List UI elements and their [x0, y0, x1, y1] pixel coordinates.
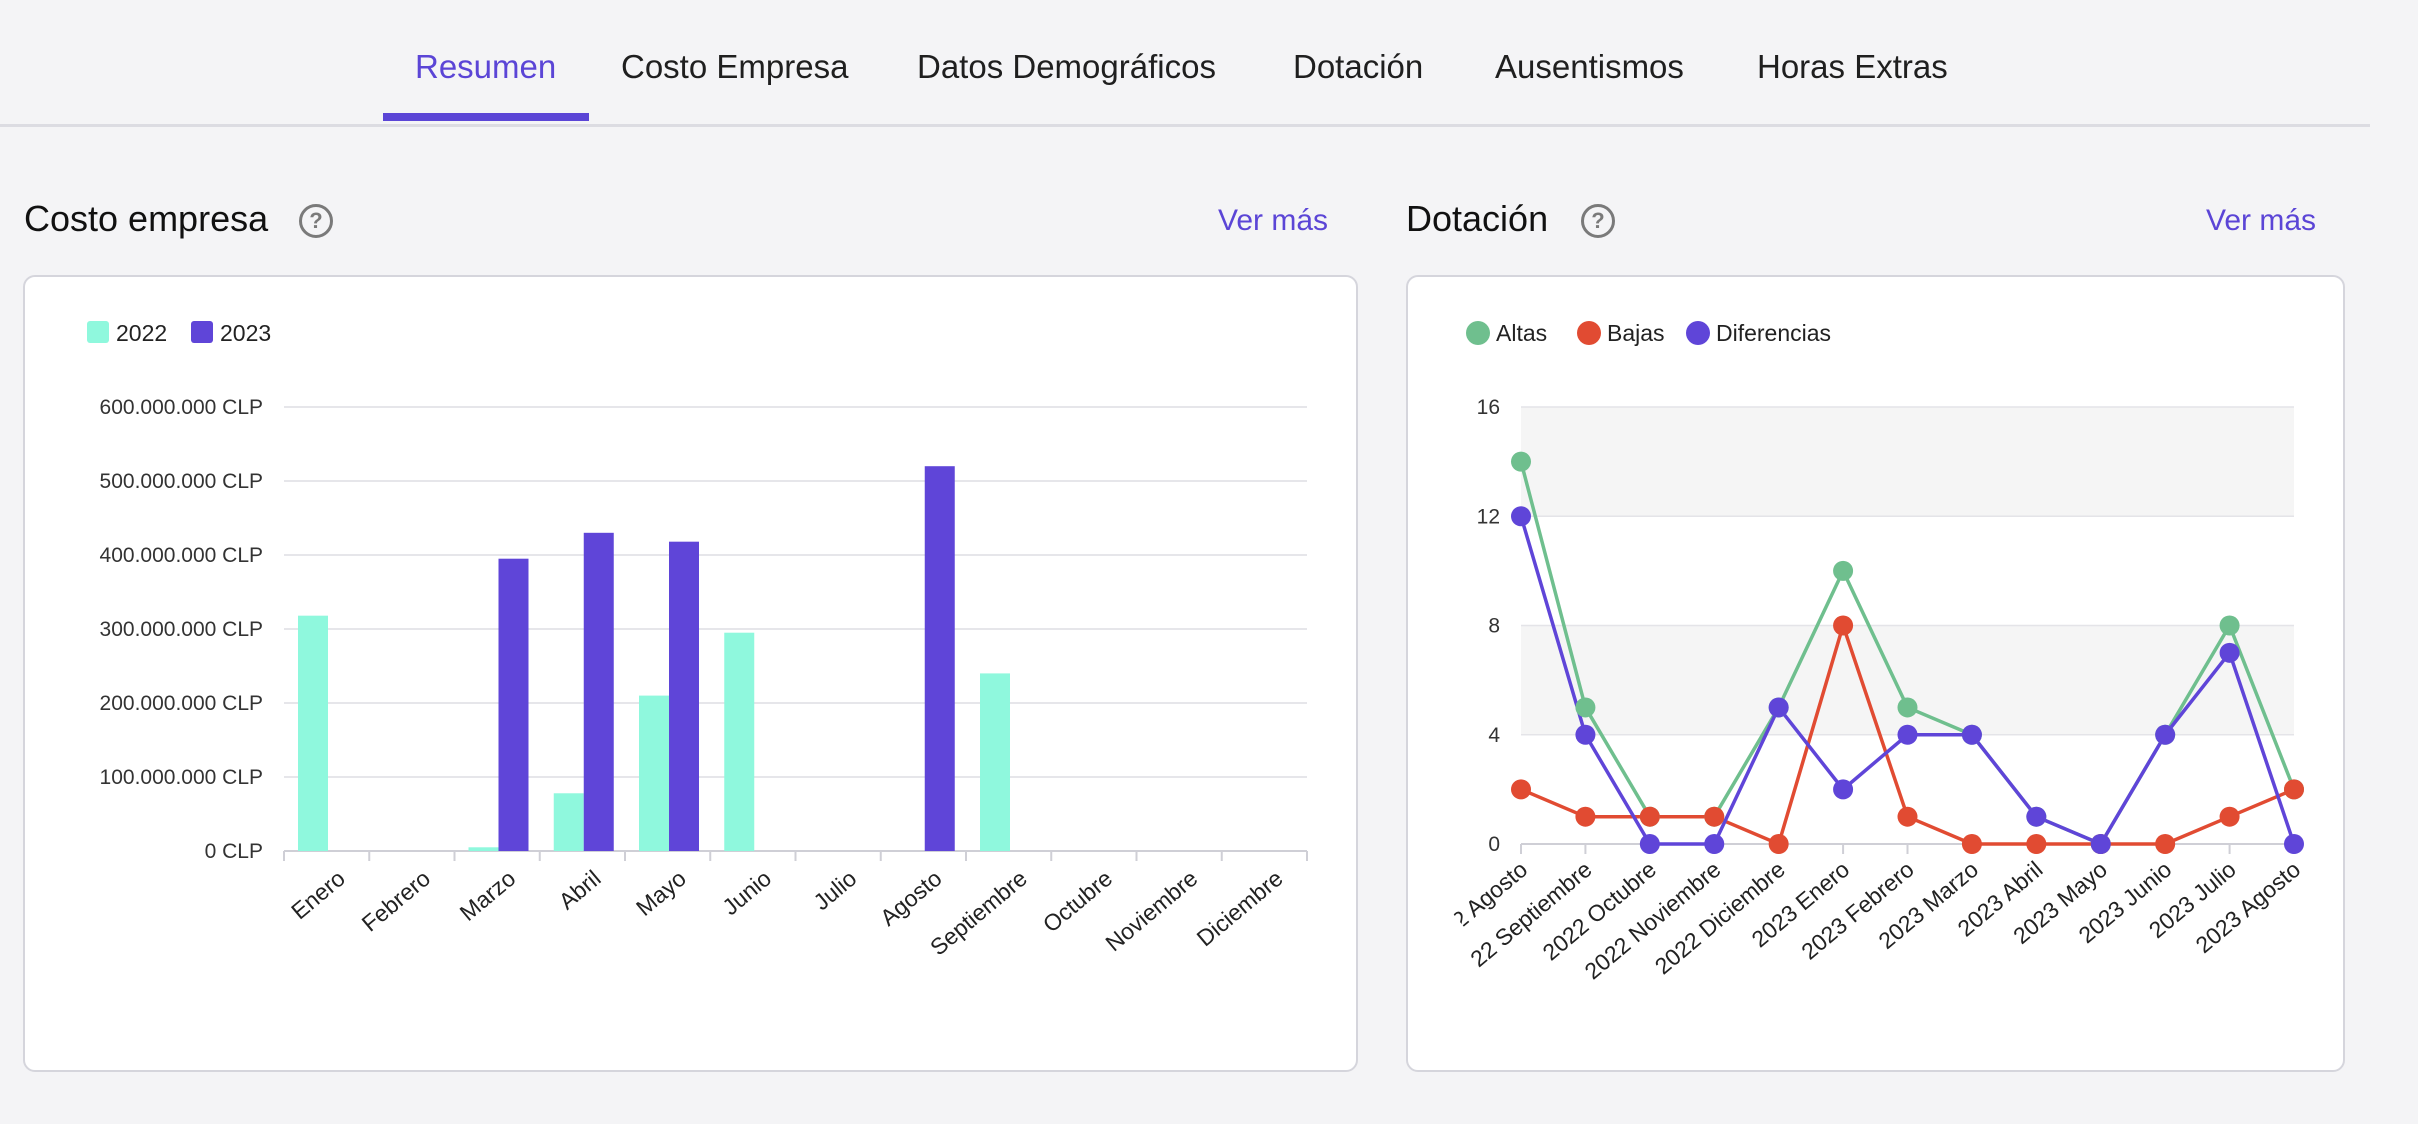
x-tick-label: Octubre — [1038, 865, 1117, 938]
y-tick-label: 4 — [1488, 724, 1500, 747]
dotacion-ver-mas-link[interactable]: Ver más — [2206, 204, 2317, 237]
y-tick-label: 12 — [1477, 505, 1500, 528]
bar-2023-Abril — [583, 532, 614, 851]
point-Altas-2022 Agosto — [1511, 451, 1531, 472]
legend-label-2023: 2023 — [220, 320, 271, 346]
x-tick-label: Noviembre — [1100, 865, 1202, 956]
tab-horas-extras[interactable]: Horas Extras — [1757, 48, 1948, 85]
point-Altas-2023 Julio — [2219, 615, 2240, 636]
point-Altas-2023 Febrero — [1897, 697, 1918, 718]
legend-swatch-2022 — [87, 321, 109, 343]
legend-dot-Diferencias — [1686, 321, 1710, 345]
point-Diferencias-2022 Diciembre — [1768, 697, 1789, 718]
legend-label-Altas: Altas — [1496, 320, 1547, 346]
question-circle-icon[interactable]: ? — [299, 204, 333, 238]
tab-bar: Resumen Costo Empresa Datos Demográficos… — [0, 0, 2370, 127]
point-Bajas-2022 Noviembre — [1704, 806, 1725, 827]
costo-empresa-card: 2022 2023 0 CLP 100.000.000 CLP 200.000.000 … — [23, 275, 1358, 1072]
y-tick-label: 16 — [1477, 396, 1500, 419]
point-Bajas-2022 Octubre — [1639, 806, 1660, 827]
point-Bajas-2022 Septiembre — [1575, 806, 1596, 827]
point-Diferencias-2023 Abril — [2026, 806, 2047, 827]
y-tick-label: 0 — [1488, 833, 1500, 856]
y-tick-label: 600.000.000 CLP — [100, 396, 263, 419]
bar-2022-Abril — [553, 793, 584, 851]
point-Diferencias-2023 Marzo — [1961, 724, 1982, 745]
point-Diferencias-2022 Octubre — [1639, 834, 1660, 854]
legend-dot-Bajas — [1577, 321, 1601, 345]
bar-2022-Marzo — [468, 847, 499, 851]
bar-2023-Mayo — [669, 541, 699, 851]
tab-datos-demograficos[interactable]: Datos Demográficos — [917, 48, 1216, 85]
point-Bajas-2023 Agosto — [2284, 779, 2304, 800]
point-Bajas-2023 Enero — [1833, 615, 1854, 636]
y-tick-label: 400.000.000 CLP — [100, 544, 263, 567]
tab-ausentismos[interactable]: Ausentismos — [1495, 48, 1684, 85]
point-Diferencias-2023 Junio — [2155, 724, 2176, 745]
point-Diferencias-2023 Enero — [1833, 779, 1854, 800]
x-tick-label: Diciembre — [1192, 865, 1288, 951]
bar-2023-Marzo — [498, 558, 529, 851]
point-Bajas-2022 Agosto — [1511, 779, 1531, 800]
point-Bajas-2023 Junio — [2155, 834, 2176, 854]
question-circle-icon[interactable]: ? — [1581, 204, 1615, 238]
bar-2022-Mayo — [639, 695, 669, 851]
bar-2022-Junio — [724, 632, 755, 851]
costo-empresa-ver-mas-link[interactable]: Ver más — [1218, 204, 1329, 237]
tab-dotacion[interactable]: Dotación — [1293, 48, 1424, 85]
point-Diferencias-2023 Julio — [2219, 642, 2240, 663]
point-Altas-2022 Septiembre — [1575, 697, 1596, 718]
x-tick-label: Agosto — [875, 865, 947, 931]
y-tick-label: 8 — [1488, 615, 1500, 638]
dotacion-title: Dotación — [1406, 198, 1549, 239]
legend-swatch-2023 — [191, 321, 213, 343]
bar-2023-Agosto — [924, 466, 955, 851]
y-tick-label: 200.000.000 CLP — [100, 692, 263, 715]
legend-label-Diferencias: Diferencias — [1716, 320, 1831, 346]
point-Diferencias-2023 Mayo — [2090, 834, 2111, 854]
active-tab-indicator — [383, 113, 589, 121]
y-tick-label: 300.000.000 CLP — [100, 618, 263, 641]
point-Bajas-2023 Julio — [2219, 806, 2240, 827]
costo-empresa-title: Costo empresa — [24, 198, 269, 239]
legend-dot-Altas — [1466, 321, 1490, 345]
legend-label-Bajas: Bajas — [1607, 320, 1665, 346]
y-tick-label: 500.000.000 CLP — [100, 470, 263, 493]
x-tick-label: Febrero — [357, 865, 435, 937]
bar-2022-Septiembre — [980, 673, 1010, 851]
tab-resumen[interactable]: Resumen — [415, 48, 557, 85]
x-tick-label: Enero — [286, 865, 350, 924]
point-Diferencias-2022 Agosto — [1511, 506, 1531, 527]
point-Bajas-2023 Febrero — [1897, 806, 1918, 827]
grid-band — [1521, 407, 2294, 517]
y-tick-label: 0 CLP — [205, 840, 263, 863]
x-tick-label: Julio — [808, 865, 861, 915]
dotacion-card: 0 4 8 12 16 Altas Bajas Diferencias 2022 Agosto 2… — [1406, 275, 2345, 1072]
point-Diferencias-2023 Agosto — [2284, 834, 2304, 854]
bar-2022-Enero — [298, 615, 328, 851]
tab-costo-empresa[interactable]: Costo Empresa — [621, 48, 849, 85]
x-tick-label: Junio — [717, 865, 776, 920]
point-Diferencias-2022 Septiembre — [1575, 724, 1596, 745]
x-tick-label: Abril — [554, 865, 606, 914]
x-tick-label: Marzo — [455, 865, 521, 926]
point-Bajas-2023 Marzo — [1961, 834, 1982, 854]
costo-empresa-bar-chart: 2022 2023 0 CLP 100.000.000 CLP 200.000.000 … — [87, 320, 1308, 960]
point-Bajas-2023 Abril — [2026, 834, 2047, 854]
point-Altas-2023 Enero — [1833, 560, 1854, 581]
x-tick-label: Mayo — [631, 865, 691, 921]
point-Bajas-2022 Diciembre — [1768, 834, 1789, 854]
y-tick-label: 100.000.000 CLP — [100, 766, 263, 789]
point-Diferencias-2023 Febrero — [1897, 724, 1918, 745]
legend-label-2022: 2022 — [116, 320, 167, 346]
point-Diferencias-2022 Noviembre — [1704, 834, 1725, 854]
